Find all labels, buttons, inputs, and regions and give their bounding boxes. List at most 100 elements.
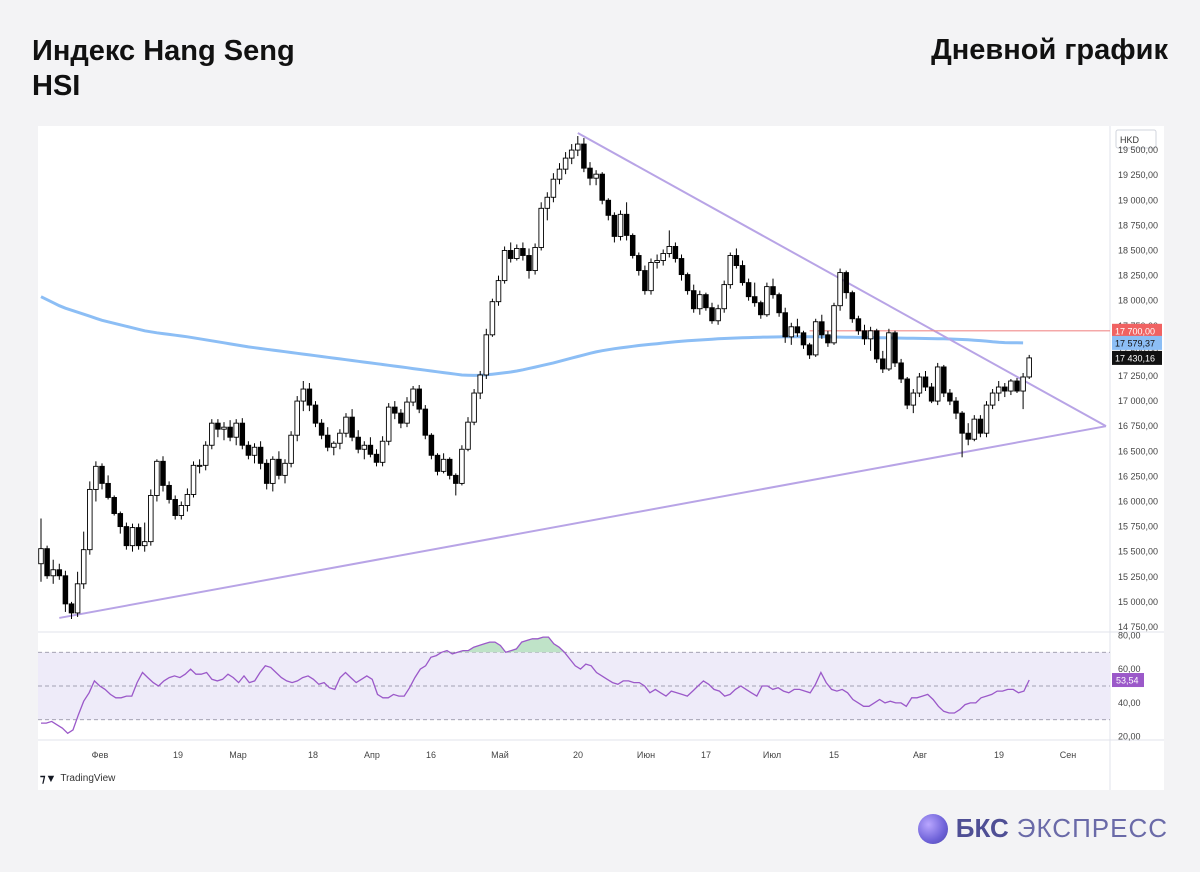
time-tick-label: Сен <box>1060 750 1077 760</box>
candle-down <box>99 465 105 484</box>
candle-down <box>276 458 282 476</box>
candle-down <box>959 412 965 434</box>
currency-label: HKD <box>1120 135 1140 145</box>
candle-up <box>300 388 307 402</box>
price-label-box-ma <box>1112 335 1162 350</box>
candle-down <box>599 173 605 201</box>
candle-down <box>849 292 856 320</box>
candle-down <box>819 321 825 336</box>
candle-up <box>648 262 654 292</box>
chart-card[interactable]: HKD 19 500,00 19 250,00 19 000,00 18 750,00 1… <box>38 126 1164 790</box>
candle-down <box>160 460 166 486</box>
candle-down <box>825 334 831 344</box>
candle-down <box>245 444 252 456</box>
brand-logo: БКС ЭКСПРЕСС <box>917 813 1168 844</box>
candle-down <box>123 526 130 547</box>
candle-down <box>428 434 435 456</box>
candle-down <box>1002 386 1008 392</box>
candle-up <box>379 440 386 463</box>
price-label-box-last <box>1112 350 1162 365</box>
candle-up <box>489 301 496 336</box>
tradingview-icon: ⁊▼ <box>40 773 57 785</box>
candle-up <box>93 465 99 490</box>
candle-up <box>87 488 93 551</box>
candle-down <box>422 408 429 436</box>
tradingview-logo[interactable]: ⁊▼ TradingView <box>40 772 115 785</box>
candle-down <box>135 527 142 547</box>
candle-up <box>50 569 56 577</box>
time-tick-label: Июн <box>637 750 655 760</box>
candle-down <box>745 282 752 298</box>
candle-up <box>270 458 276 484</box>
candle-up <box>514 248 520 259</box>
candle-up <box>697 294 703 310</box>
candle-down <box>922 376 929 388</box>
candle-up <box>654 260 660 263</box>
candle-down <box>751 296 758 304</box>
candle-up <box>532 247 538 272</box>
price-label-box-resistance <box>1112 323 1162 338</box>
candle-down <box>703 294 709 309</box>
candle-down <box>111 497 117 514</box>
candle-up <box>934 366 941 402</box>
candle-up <box>812 321 819 356</box>
rsi-tick-label: 40,00 <box>1118 698 1141 708</box>
price-tick-label: 18 750,00 <box>1118 220 1158 230</box>
candle-up <box>440 458 447 472</box>
candle-down <box>642 270 648 292</box>
candle-up <box>459 448 465 484</box>
time-tick-label: Фев <box>92 750 109 760</box>
candle-up <box>1020 376 1026 392</box>
candle-down <box>758 302 764 316</box>
candle-down <box>1014 380 1020 392</box>
candle-down <box>690 290 697 310</box>
candle-down <box>398 412 404 424</box>
time-tick-label: 20 <box>573 750 583 760</box>
timeframe-label: Дневной график <box>931 34 1168 66</box>
time-tick-label: Июл <box>763 750 781 760</box>
candle-up <box>550 178 557 198</box>
candle-down <box>62 575 69 605</box>
rsi-tick-label: 60,00 <box>1118 664 1141 674</box>
candle-up <box>666 246 673 254</box>
candle-up <box>764 286 770 316</box>
candle-up <box>831 305 837 344</box>
candle-down <box>581 143 587 169</box>
candle-up <box>38 548 44 565</box>
candle-down <box>770 286 776 296</box>
moving-average-line <box>40 295 1024 377</box>
rsi-tick-label: 80,00 <box>1118 630 1141 640</box>
candle-down <box>904 378 910 406</box>
candle-down <box>941 366 947 394</box>
rsi-overbought-fill <box>441 637 565 653</box>
time-tick-label: 19 <box>994 750 1004 760</box>
candle-down <box>318 422 325 436</box>
candle-up <box>544 196 551 209</box>
candle-down <box>215 422 221 430</box>
candle-down <box>263 462 270 484</box>
candle-up <box>282 462 288 476</box>
price-tick-label: 17 000,00 <box>1118 396 1158 406</box>
candle-up <box>196 464 203 467</box>
candle-down <box>855 318 862 332</box>
candle-down <box>684 274 691 292</box>
candle-down <box>953 400 959 414</box>
candle-down <box>349 416 355 438</box>
candle-down <box>68 603 75 614</box>
brand-rest-text: ЭКСПРЕСС <box>1016 813 1168 843</box>
price-label-last: 17 430,16 <box>1115 353 1155 363</box>
candle-up <box>886 332 892 370</box>
candle-down <box>678 258 685 276</box>
price-tick-label: 16 750,00 <box>1118 421 1158 431</box>
candle-up <box>837 272 843 307</box>
candle-up <box>995 386 1002 394</box>
candle-up <box>495 280 502 303</box>
price-tick-label: 15 000,00 <box>1118 597 1158 607</box>
candle-down <box>843 272 849 294</box>
price-tick-label: 16 250,00 <box>1118 471 1158 481</box>
candle-up <box>410 388 416 403</box>
candle-down <box>794 326 801 334</box>
rsi-last-label: 53,54 <box>1116 676 1139 686</box>
candle-down <box>739 265 746 284</box>
